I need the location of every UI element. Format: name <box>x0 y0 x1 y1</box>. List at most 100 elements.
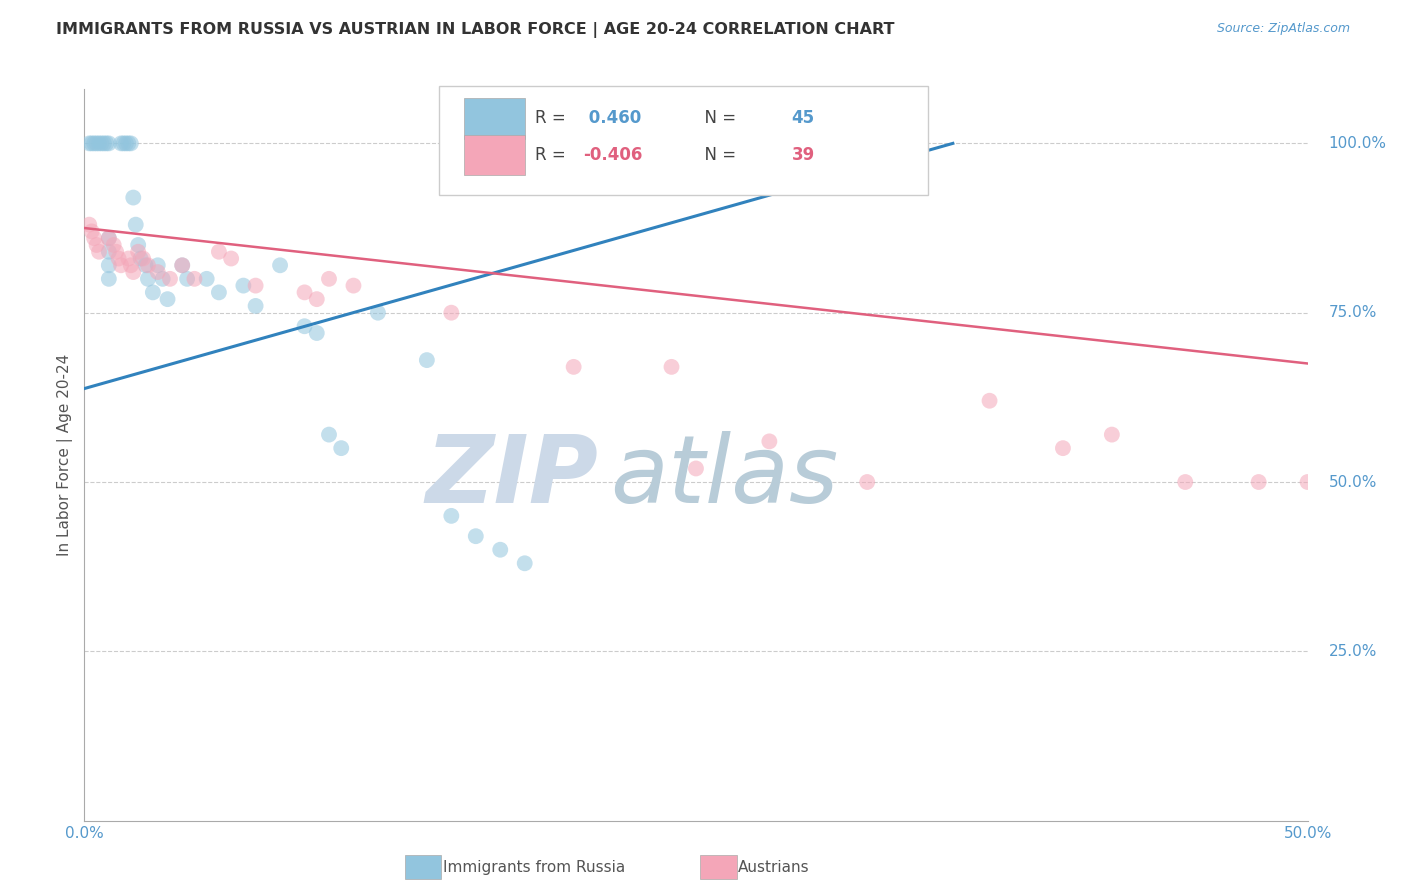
Point <box>77 136 100 151</box>
Point <box>117 252 139 266</box>
Point <box>513 556 536 570</box>
Point <box>305 292 328 306</box>
Point <box>136 272 159 286</box>
Point <box>132 252 155 266</box>
Point <box>758 434 780 449</box>
Point <box>97 231 120 245</box>
Point <box>129 252 152 266</box>
Point <box>80 224 103 238</box>
Point <box>115 136 138 151</box>
Point <box>464 529 486 543</box>
Point <box>110 136 132 151</box>
Point <box>183 272 205 286</box>
Point <box>97 244 120 259</box>
Point <box>122 265 145 279</box>
Point <box>83 136 105 151</box>
Text: 75.0%: 75.0% <box>1329 305 1376 320</box>
Text: 50.0%: 50.0% <box>1329 475 1376 490</box>
Point <box>330 441 353 455</box>
Point <box>103 238 125 252</box>
Point <box>152 272 174 286</box>
Point <box>1101 427 1123 442</box>
Point <box>90 136 112 151</box>
Point <box>269 258 291 272</box>
Point <box>86 238 108 252</box>
Point <box>318 272 340 286</box>
Point <box>1174 475 1197 489</box>
Point <box>416 353 439 368</box>
Point <box>318 427 340 442</box>
Point <box>489 542 512 557</box>
Text: -0.406: -0.406 <box>583 146 643 164</box>
FancyBboxPatch shape <box>464 135 524 175</box>
Text: 25.0%: 25.0% <box>1329 644 1376 659</box>
Point <box>112 136 135 151</box>
Point <box>110 258 132 272</box>
Point <box>97 136 120 151</box>
Text: Immigrants from Russia: Immigrants from Russia <box>443 860 626 874</box>
Point <box>195 272 218 286</box>
Point <box>159 272 181 286</box>
Point <box>367 306 389 320</box>
Point <box>245 278 267 293</box>
Text: N =: N = <box>693 110 741 128</box>
Point <box>125 218 148 232</box>
Point <box>87 244 110 259</box>
Text: IMMIGRANTS FROM RUSSIA VS AUSTRIAN IN LABOR FORCE | AGE 20-24 CORRELATION CHART: IMMIGRANTS FROM RUSSIA VS AUSTRIAN IN LA… <box>56 22 894 38</box>
Point <box>83 231 105 245</box>
Point <box>440 306 463 320</box>
Point <box>440 508 463 523</box>
Point <box>97 272 120 286</box>
Point <box>107 252 129 266</box>
Text: 39: 39 <box>792 146 814 164</box>
Point <box>87 136 110 151</box>
Point <box>562 359 585 374</box>
Point <box>176 272 198 286</box>
Point <box>219 252 242 266</box>
Text: R =: R = <box>534 110 571 128</box>
Point <box>117 136 139 151</box>
FancyBboxPatch shape <box>439 86 928 195</box>
Point <box>245 299 267 313</box>
Point <box>127 238 149 252</box>
Point <box>232 278 254 293</box>
Point <box>172 258 194 272</box>
Point <box>93 136 115 151</box>
Point <box>305 326 328 340</box>
Text: 45: 45 <box>792 110 814 128</box>
Point <box>342 278 364 293</box>
Text: Source: ZipAtlas.com: Source: ZipAtlas.com <box>1216 22 1350 36</box>
Y-axis label: In Labor Force | Age 20-24: In Labor Force | Age 20-24 <box>58 354 73 556</box>
Point <box>122 190 145 204</box>
Point <box>146 265 169 279</box>
Point <box>979 393 1001 408</box>
Point <box>661 359 683 374</box>
Point <box>96 136 118 151</box>
Point <box>685 461 707 475</box>
Point <box>856 475 879 489</box>
Point <box>294 285 316 300</box>
Point <box>1296 475 1319 489</box>
FancyBboxPatch shape <box>464 98 524 138</box>
Point <box>105 244 128 259</box>
Text: 100.0%: 100.0% <box>1329 136 1386 151</box>
Text: Austrians: Austrians <box>738 860 810 874</box>
Point <box>136 258 159 272</box>
Text: 0.460: 0.460 <box>583 110 641 128</box>
Point <box>97 258 120 272</box>
Point <box>77 218 100 232</box>
Point <box>1247 475 1270 489</box>
Point <box>156 292 179 306</box>
Text: N =: N = <box>693 146 741 164</box>
Point <box>97 231 120 245</box>
Point <box>80 136 103 151</box>
Point <box>146 258 169 272</box>
Text: R =: R = <box>534 146 571 164</box>
Point <box>135 258 157 272</box>
Point <box>208 244 231 259</box>
Text: ZIP: ZIP <box>425 431 598 523</box>
Point <box>120 258 142 272</box>
Point <box>208 285 231 300</box>
Point <box>294 319 316 334</box>
Point <box>172 258 194 272</box>
